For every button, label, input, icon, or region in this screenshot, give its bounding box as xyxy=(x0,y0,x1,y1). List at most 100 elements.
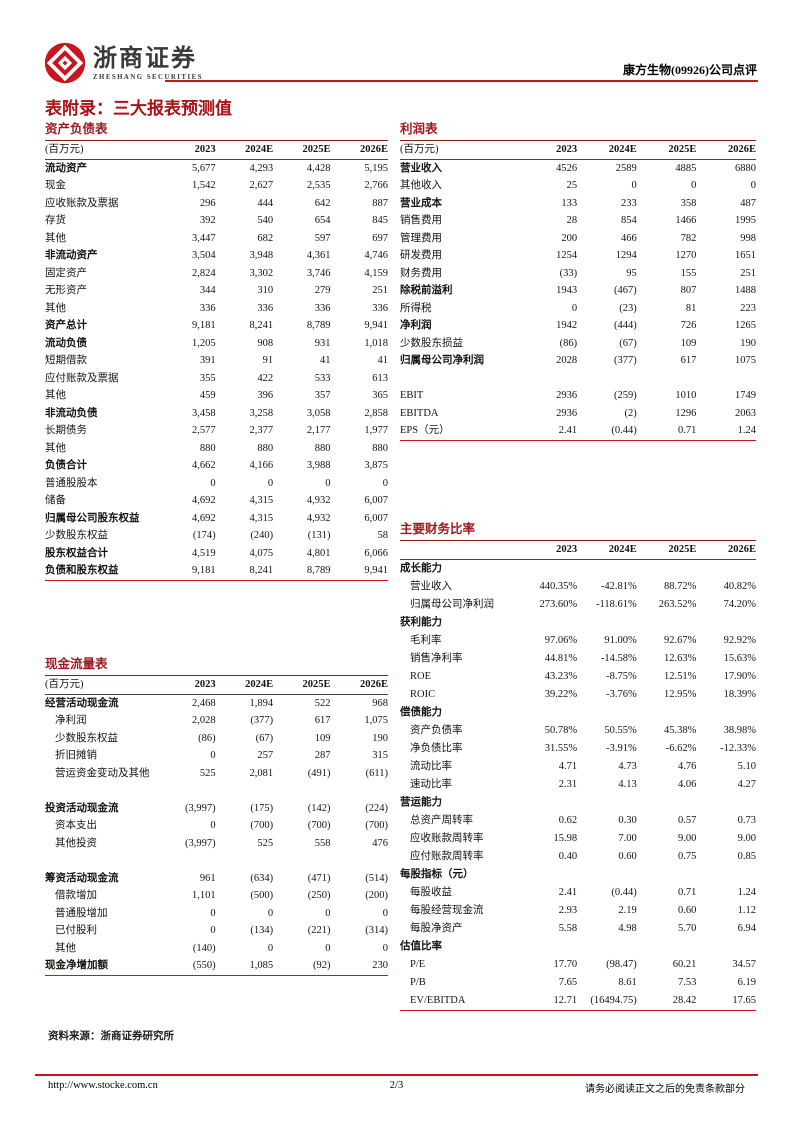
cell-value: 92.67% xyxy=(663,635,697,646)
table-row: 应付账款周转率 0.40 0.60 0.75 0.85 xyxy=(400,848,756,866)
cell-value: 4,293 xyxy=(249,162,274,174)
cell-value: 2936 xyxy=(556,390,578,401)
table-row: 资产总计 9,181 8,241 8,789 9,941 xyxy=(45,317,388,335)
cell-value: (98.47) xyxy=(606,959,637,970)
row-label: 其他收入 xyxy=(400,180,442,191)
table-row: 归属母公司净利润 2028 (377) 617 1075 xyxy=(400,352,756,370)
cell-value xyxy=(577,794,637,812)
income-statement-table: (百万元) 2023 2024E 2025E 2026E 营业收入 4526 2589 4885… xyxy=(400,141,756,441)
table-row: 流动负债 1,205 908 931 1,018 xyxy=(45,335,388,353)
cell-value: 31.55% xyxy=(544,743,578,754)
ratios-table: 2023 2024E 2025E 2026E 成长能力 营业收入 440.35% -42.8… xyxy=(400,541,756,1011)
row-label: 普通股增加 xyxy=(55,907,108,919)
cell-value: (700) xyxy=(307,820,331,831)
table-row: 应收账款周转率 15.98 7.00 9.00 9.00 xyxy=(400,830,756,848)
cell-value: 12.51% xyxy=(663,671,697,682)
income-statement-title: 利润表 xyxy=(400,122,756,141)
cell-value: 1,018 xyxy=(364,337,388,349)
cell-value: (221) xyxy=(307,925,331,936)
cell-value: (514) xyxy=(365,872,388,884)
row-label: 现金净增加额 xyxy=(45,960,108,971)
cell-value: 2028 xyxy=(556,355,578,366)
cell-value: 0.71 xyxy=(677,425,697,436)
cell-value: (134) xyxy=(250,925,274,936)
row-label: 获利能力 xyxy=(400,617,442,628)
row-label: 营运能力 xyxy=(400,797,442,808)
cell-value: 0 xyxy=(267,477,274,489)
balance-sheet-table: (百万元) 2023 2024E 2025E 2026E 流动资产 5,677 4,293 4,… xyxy=(45,141,388,581)
footer-disclaimer: 请务必阅读正文之后的免责条款部分 xyxy=(585,1084,745,1095)
table-row: 速动比率 2.31 4.13 4.06 4.27 xyxy=(400,776,756,794)
footer-url-link[interactable]: http://www.stocke.com.cn xyxy=(48,1080,158,1091)
table-row: 其他 336 336 336 336 xyxy=(45,300,388,318)
cell-value: 310 xyxy=(257,285,274,296)
row-label: 每股净资产 xyxy=(410,923,463,934)
column-header: 2026E xyxy=(330,676,388,695)
column-header: 2025E xyxy=(273,676,331,695)
cell-value xyxy=(517,866,577,884)
cell-value: 1.24 xyxy=(737,425,756,436)
cell-value: 28 xyxy=(566,215,578,226)
table-row: 成长能力 xyxy=(400,560,756,579)
table-row: 流动资产 5,677 4,293 4,428 5,195 xyxy=(45,159,388,177)
cell-value: 4,315 xyxy=(249,495,274,506)
table-row: 营运能力 xyxy=(400,794,756,812)
cell-value: 782 xyxy=(680,232,697,244)
table-row: 总资产周转率 0.62 0.30 0.57 0.73 xyxy=(400,812,756,830)
cell-value: 4,428 xyxy=(306,162,331,174)
cell-value: 6,007 xyxy=(364,495,388,506)
cell-value: 0 xyxy=(267,907,274,919)
cell-value xyxy=(637,614,697,632)
cell-value: (700) xyxy=(365,820,388,831)
row-label: 营业收入 xyxy=(400,162,442,174)
table-row: EBITDA 2936 (2) 1296 2063 xyxy=(400,405,756,423)
cell-value: 1,894 xyxy=(249,697,274,709)
cell-value: (174) xyxy=(192,530,216,541)
table-row: 应收账款及票据 296 444 642 887 xyxy=(45,195,388,213)
table-row: 其他收入 25 0 0 0 xyxy=(400,177,756,195)
cell-value: 6880 xyxy=(735,162,756,174)
cell-value: 25 xyxy=(566,180,578,191)
cell-value: 230 xyxy=(372,960,388,971)
cell-value: 3,988 xyxy=(306,460,331,471)
cell-value: 7.00 xyxy=(618,833,637,844)
table-row xyxy=(45,852,388,870)
table-row: 现金净增加额 (550) 1,085 (92) 230 xyxy=(45,957,388,975)
income-statement-section: 利润表 (百万元) 2023 2024E 2025E 2026E 营业收入 4526 2589… xyxy=(400,122,756,441)
row-label: 销售费用 xyxy=(400,215,442,226)
cell-value: 0 xyxy=(631,180,637,191)
cell-value: 1943 xyxy=(556,285,578,296)
cell-value: 4,159 xyxy=(364,267,388,279)
cell-value: 5.70 xyxy=(677,923,697,934)
unit-label: (百万元) xyxy=(400,141,518,160)
row-label: 每股收益 xyxy=(410,887,452,898)
cell-value: 6,007 xyxy=(364,512,388,524)
row-label: 固定资产 xyxy=(45,267,87,279)
cell-value: 257 xyxy=(257,750,274,761)
cell-value: (491) xyxy=(307,767,331,779)
cell-value: 5,677 xyxy=(192,162,216,174)
cell-value: -42.81% xyxy=(600,581,637,592)
cell-value: 4,692 xyxy=(192,495,216,506)
table-row: 净利润 1942 (444) 726 1265 xyxy=(400,317,756,335)
cell-value: 358 xyxy=(680,197,697,209)
row-label: 无形资产 xyxy=(45,285,87,296)
cell-value: (67) xyxy=(619,337,637,349)
table-row: 每股经营现金流 2.93 2.19 0.60 1.12 xyxy=(400,902,756,920)
financial-table: (百万元) 2023 2024E 2025E 2026E 营业收入 4526 2589 4885… xyxy=(400,141,756,441)
row-label: P/E xyxy=(410,959,426,970)
cell-value: 3,258 xyxy=(249,407,274,419)
table-row: 固定资产 2,824 3,302 3,746 4,159 xyxy=(45,265,388,283)
cell-value: 4,746 xyxy=(364,250,388,261)
cell-value: 17.90% xyxy=(723,671,756,682)
table-row: 所得税 0 (23) 81 223 xyxy=(400,300,756,318)
zheshang-seal-icon xyxy=(44,42,86,84)
column-header: 2024E xyxy=(577,541,637,560)
cell-value: 8,789 xyxy=(306,565,331,576)
cell-value: 4,361 xyxy=(306,250,331,261)
cell-value: 1265 xyxy=(735,320,756,331)
cell-value: 466 xyxy=(620,232,637,244)
cell-value: 391 xyxy=(199,355,216,366)
cell-value: 2,177 xyxy=(306,425,331,436)
cell-value: -12.33% xyxy=(720,743,756,754)
